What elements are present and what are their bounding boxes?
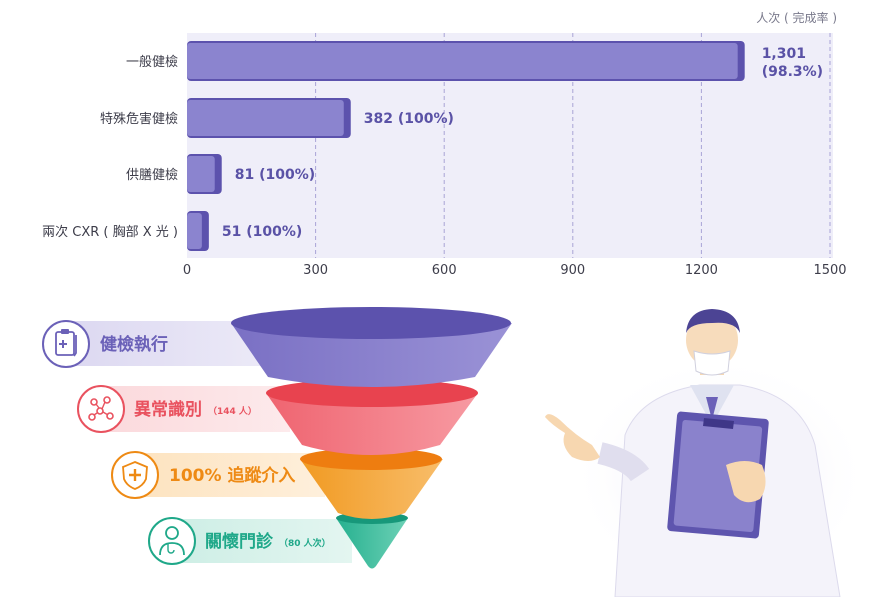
- data-label-3: 81 (100%): [235, 167, 315, 183]
- data-label-1-value: 1,301: [762, 46, 806, 62]
- stage-label-4: 關懷門診: [205, 531, 274, 552]
- stage-note-2: （144 人）: [208, 405, 257, 417]
- data-label-4: 51 (100%): [222, 224, 302, 240]
- unit-label: 人次 ( 完成率 ): [756, 10, 837, 25]
- bar-3: [187, 156, 215, 192]
- bar-1: [187, 43, 738, 79]
- stage-label-1: 健檢執行: [100, 334, 168, 355]
- x-tick-600: 600: [432, 263, 457, 278]
- category-label-2: 特殊危害健檢: [100, 111, 178, 127]
- category-label-3: 供膳健檢: [126, 167, 178, 183]
- molecule-icon: [77, 385, 125, 433]
- funnel-layer-3: [300, 448, 443, 519]
- x-tick-1500: 1500: [813, 263, 846, 278]
- data-label-1-rate: (98.3%): [762, 64, 823, 80]
- stage-band-4: [172, 519, 352, 563]
- stage-band-1: [66, 321, 266, 366]
- doctor-icon: [148, 517, 196, 565]
- stage-label-3: 100% 追蹤介入: [169, 465, 295, 486]
- data-label-2: 382 (100%): [364, 111, 454, 127]
- category-label-4: 兩次 CXR ( 胸部 X 光 ): [42, 224, 178, 240]
- category-label-1: 一般健檢: [126, 54, 178, 70]
- clipboard-medical-icon: [42, 320, 90, 368]
- x-tick-0: 0: [183, 263, 191, 278]
- stage-band-2: [100, 386, 290, 432]
- funnel-diagram: 健檢執行 異常識別 （144 人） 100% 追蹤介入 關懷門診 （80 人次）: [42, 307, 870, 597]
- stage-note-4: （80 人次）: [279, 537, 331, 549]
- stage-label-2: 異常識別: [134, 399, 202, 420]
- funnel-layer-2: [266, 379, 478, 455]
- stage-band-3: [135, 453, 325, 497]
- funnel-layer-1: [231, 307, 512, 387]
- bar-4: [187, 213, 202, 249]
- doctor-illustration: [545, 309, 870, 597]
- x-tick-labels: 0 300 600 900 1200 1500: [183, 263, 847, 278]
- x-tick-300: 300: [303, 263, 328, 278]
- bar-2: [187, 100, 344, 136]
- bars: [187, 41, 745, 251]
- x-tick-1200: 1200: [685, 263, 718, 278]
- x-tick-900: 900: [560, 263, 585, 278]
- shield-cross-icon: [111, 451, 159, 499]
- data-labels: 1,301 (98.3%) 382 (100%) 81 (100%) 51 (100%): [222, 46, 823, 240]
